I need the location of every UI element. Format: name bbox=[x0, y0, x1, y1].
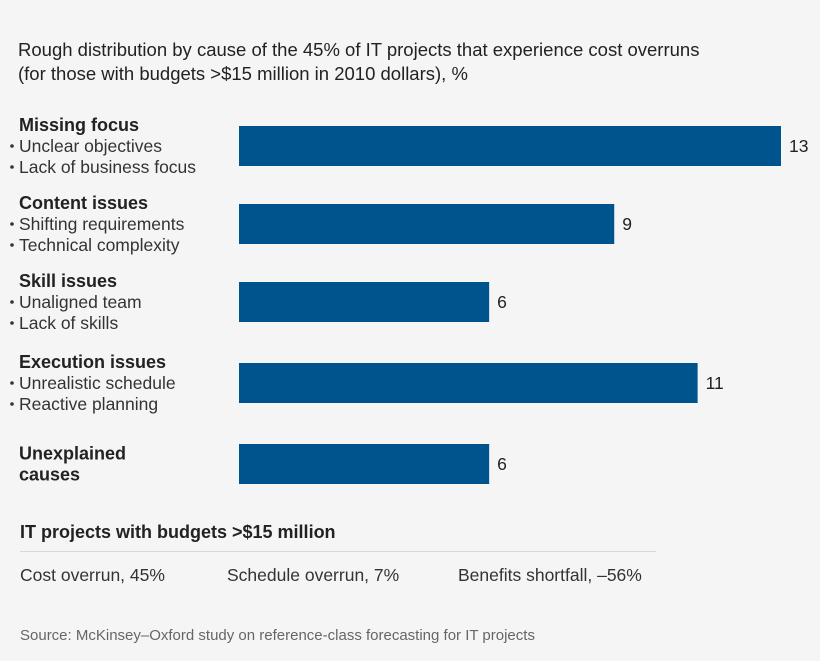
category-title-content-issues: Content issues bbox=[19, 193, 148, 213]
category-bullet-unclear-objectives: Unclear objectives bbox=[19, 136, 162, 156]
bar-missing-focus bbox=[239, 126, 781, 166]
bullet-dot-icon bbox=[10, 222, 14, 226]
stat-cost-overrun: Cost overrun, 45% bbox=[20, 565, 165, 585]
bullet-dot-icon bbox=[10, 402, 14, 406]
bar-skill-issues bbox=[239, 282, 490, 322]
value-label-content-issues: 9 bbox=[622, 214, 632, 234]
value-label-unexplained-causes: 6 bbox=[497, 454, 507, 474]
summary-divider bbox=[20, 551, 656, 552]
bullet-dot-icon bbox=[10, 243, 14, 247]
chart-title-line-2: (for those with budgets >$15 million in … bbox=[18, 63, 468, 84]
category-bullet-unrealistic-schedule: Unrealistic schedule bbox=[19, 373, 176, 393]
category-bullet-reactive-planning: Reactive planning bbox=[19, 394, 158, 414]
category-title-unexplained-causes-1: Unexplained bbox=[19, 444, 126, 464]
bullet-dot-icon bbox=[10, 381, 14, 385]
bullet-dot-icon bbox=[10, 144, 14, 148]
category-bullet-lack-of-skills: Lack of skills bbox=[19, 313, 118, 333]
bar-content-issues bbox=[239, 204, 615, 244]
source-note: Source: McKinsey–Oxford study on referen… bbox=[20, 627, 535, 644]
chart-title-line-1: Rough distribution by cause of the 45% o… bbox=[18, 39, 700, 60]
value-label-skill-issues: 6 bbox=[497, 292, 507, 312]
bullet-dot-icon bbox=[10, 321, 14, 325]
bar-execution-issues bbox=[239, 363, 698, 403]
category-bullet-technical-complexity: Technical complexity bbox=[19, 235, 180, 255]
category-title-missing-focus: Missing focus bbox=[19, 115, 139, 135]
stat-schedule-overrun: Schedule overrun, 7% bbox=[227, 565, 400, 585]
category-bullet-lack-of-business-focus: Lack of business focus bbox=[19, 157, 196, 177]
bullet-dot-icon bbox=[10, 165, 14, 169]
bullet-dot-icon bbox=[10, 300, 14, 304]
stat-benefits-shortfall: Benefits shortfall, –56% bbox=[458, 565, 642, 585]
value-label-missing-focus: 13 bbox=[789, 136, 808, 156]
category-title-unexplained-causes-2: causes bbox=[19, 465, 80, 485]
chart-title: Rough distribution by cause of the 45% o… bbox=[18, 38, 699, 86]
summary-title: IT projects with budgets >$15 million bbox=[20, 522, 336, 542]
value-label-execution-issues: 11 bbox=[706, 373, 724, 393]
category-bullet-unaligned-team: Unaligned team bbox=[19, 292, 142, 312]
category-title-execution-issues: Execution issues bbox=[19, 352, 166, 372]
category-bullet-shifting-requirements: Shifting requirements bbox=[19, 214, 185, 234]
category-title-skill-issues: Skill issues bbox=[19, 271, 117, 291]
bar-unexplained-causes bbox=[239, 444, 490, 484]
